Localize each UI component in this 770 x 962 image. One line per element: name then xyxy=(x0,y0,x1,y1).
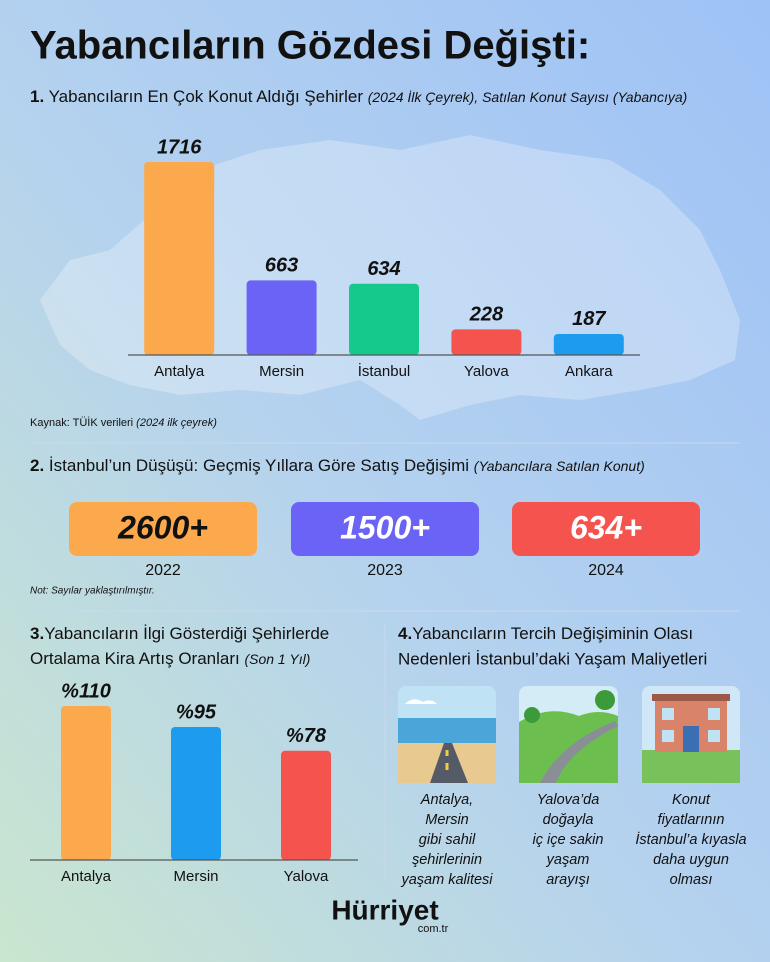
x-tick-label: Mersin xyxy=(259,363,304,380)
section-number: 4. xyxy=(398,624,412,643)
caption: Konut xyxy=(672,792,711,808)
caption: şehirlerinin xyxy=(412,852,482,868)
illustration-house xyxy=(642,686,740,783)
x-tick-label: Ankara xyxy=(565,363,613,380)
section-title: Yabancıların Tercih Değişiminin Olası xyxy=(412,624,693,643)
logo-domain: com.tr xyxy=(418,923,449,935)
source-text: Kaynak: TÜİK verileri xyxy=(30,416,133,429)
card xyxy=(69,502,257,556)
card-value: 634+ xyxy=(570,509,642,545)
value-label: %78 xyxy=(286,725,327,747)
value-label: %95 xyxy=(176,701,217,723)
value-label: 228 xyxy=(469,304,504,326)
section-number: 1. xyxy=(30,87,44,106)
section-subtitle: (Yabancılara Satılan Konut) xyxy=(474,458,645,474)
bar xyxy=(171,727,221,860)
x-tick-label: Antalya xyxy=(154,363,205,380)
card-year: 2022 xyxy=(145,562,181,579)
caption: Mersin xyxy=(425,812,469,828)
bar xyxy=(144,162,215,355)
caption: yaşam xyxy=(546,852,590,868)
caption: Antalya, xyxy=(420,792,473,808)
section-title: Yabancıların En Çok Konut Aldığı Şehirle… xyxy=(49,87,364,106)
card-year: 2023 xyxy=(367,562,403,579)
x-tick-label: Yalova xyxy=(464,363,509,380)
caption: yaşam kalitesi xyxy=(400,872,493,888)
card-value: 2600+ xyxy=(117,509,208,545)
section-number: 2. xyxy=(30,456,44,475)
page-title: Yabancıların Gözdesi Değişti: xyxy=(30,24,590,68)
source-detail: (2024 ilk çeyrek) xyxy=(136,417,217,429)
logo: Hürriyet xyxy=(331,894,438,925)
note: Not: Sayılar yaklaştırılmıştır. xyxy=(30,586,155,597)
caption: fiyatlarının xyxy=(658,812,725,828)
source: Kaynak: TÜİK verileri (2024 ilk çeyrek) xyxy=(30,416,217,429)
x-tick-label: Antalya xyxy=(61,868,112,885)
card-year: 2024 xyxy=(588,562,624,579)
section-heading: 3.Yabancıların İlgi Gösterdiği Şehirlerd… xyxy=(30,624,329,643)
section-title: Yabancıların İlgi Gösterdiği Şehirlerde xyxy=(44,624,329,643)
caption: arayışı xyxy=(546,872,590,888)
bar xyxy=(61,706,111,860)
bar xyxy=(451,329,522,355)
section-number: 3. xyxy=(30,624,44,643)
value-label: 187 xyxy=(572,308,606,330)
card xyxy=(291,502,479,556)
x-tick-label: Yalova xyxy=(284,868,329,885)
card xyxy=(512,502,700,556)
section-title: Ortalama Kira Artış Oranları xyxy=(30,649,240,668)
caption: olması xyxy=(670,872,713,888)
caption: gibi sahil xyxy=(419,832,476,848)
bar xyxy=(553,333,624,355)
section-heading: Ortalama Kira Artış Oranları (Son 1 Yıl) xyxy=(30,649,310,668)
illustration-nature xyxy=(519,686,618,783)
x-tick-label: İstanbul xyxy=(358,362,411,380)
section-heading: 1. Yabancıların En Çok Konut Aldığı Şehi… xyxy=(30,87,687,106)
card-value: 1500+ xyxy=(340,509,430,545)
section-subtitle: (Son 1 Yıl) xyxy=(244,651,310,667)
caption: İstanbul’a kıyasla xyxy=(635,831,746,848)
caption: daha uygun xyxy=(653,852,729,868)
value-label: 1716 xyxy=(157,136,202,158)
section-subtitle: (2024 İlk Çeyrek), Satılan Konut Sayısı … xyxy=(368,89,688,105)
illustration-coast xyxy=(398,686,496,783)
section-heading: 2. İstanbul’un Düşüşü: Geçmiş Yıllara Gö… xyxy=(30,456,645,475)
bar xyxy=(281,750,331,860)
caption: doğayla xyxy=(543,812,594,828)
caption: Yalova’da xyxy=(537,792,600,808)
caption: iç içe sakin xyxy=(533,832,604,848)
x-tick-label: Mersin xyxy=(173,868,218,885)
value-label: 634 xyxy=(367,258,400,280)
bar xyxy=(246,280,317,355)
section-title: İstanbul’un Düşüşü: Geçmiş Yıllara Göre … xyxy=(49,456,469,475)
section-heading: 4.Yabancıların Tercih Değişiminin Olası xyxy=(398,624,693,643)
section-heading: Nedenleri İstanbul’daki Yaşam Maliyetler… xyxy=(398,649,707,668)
bar xyxy=(349,283,419,355)
value-label: 663 xyxy=(265,255,298,277)
value-label: %110 xyxy=(61,680,111,702)
